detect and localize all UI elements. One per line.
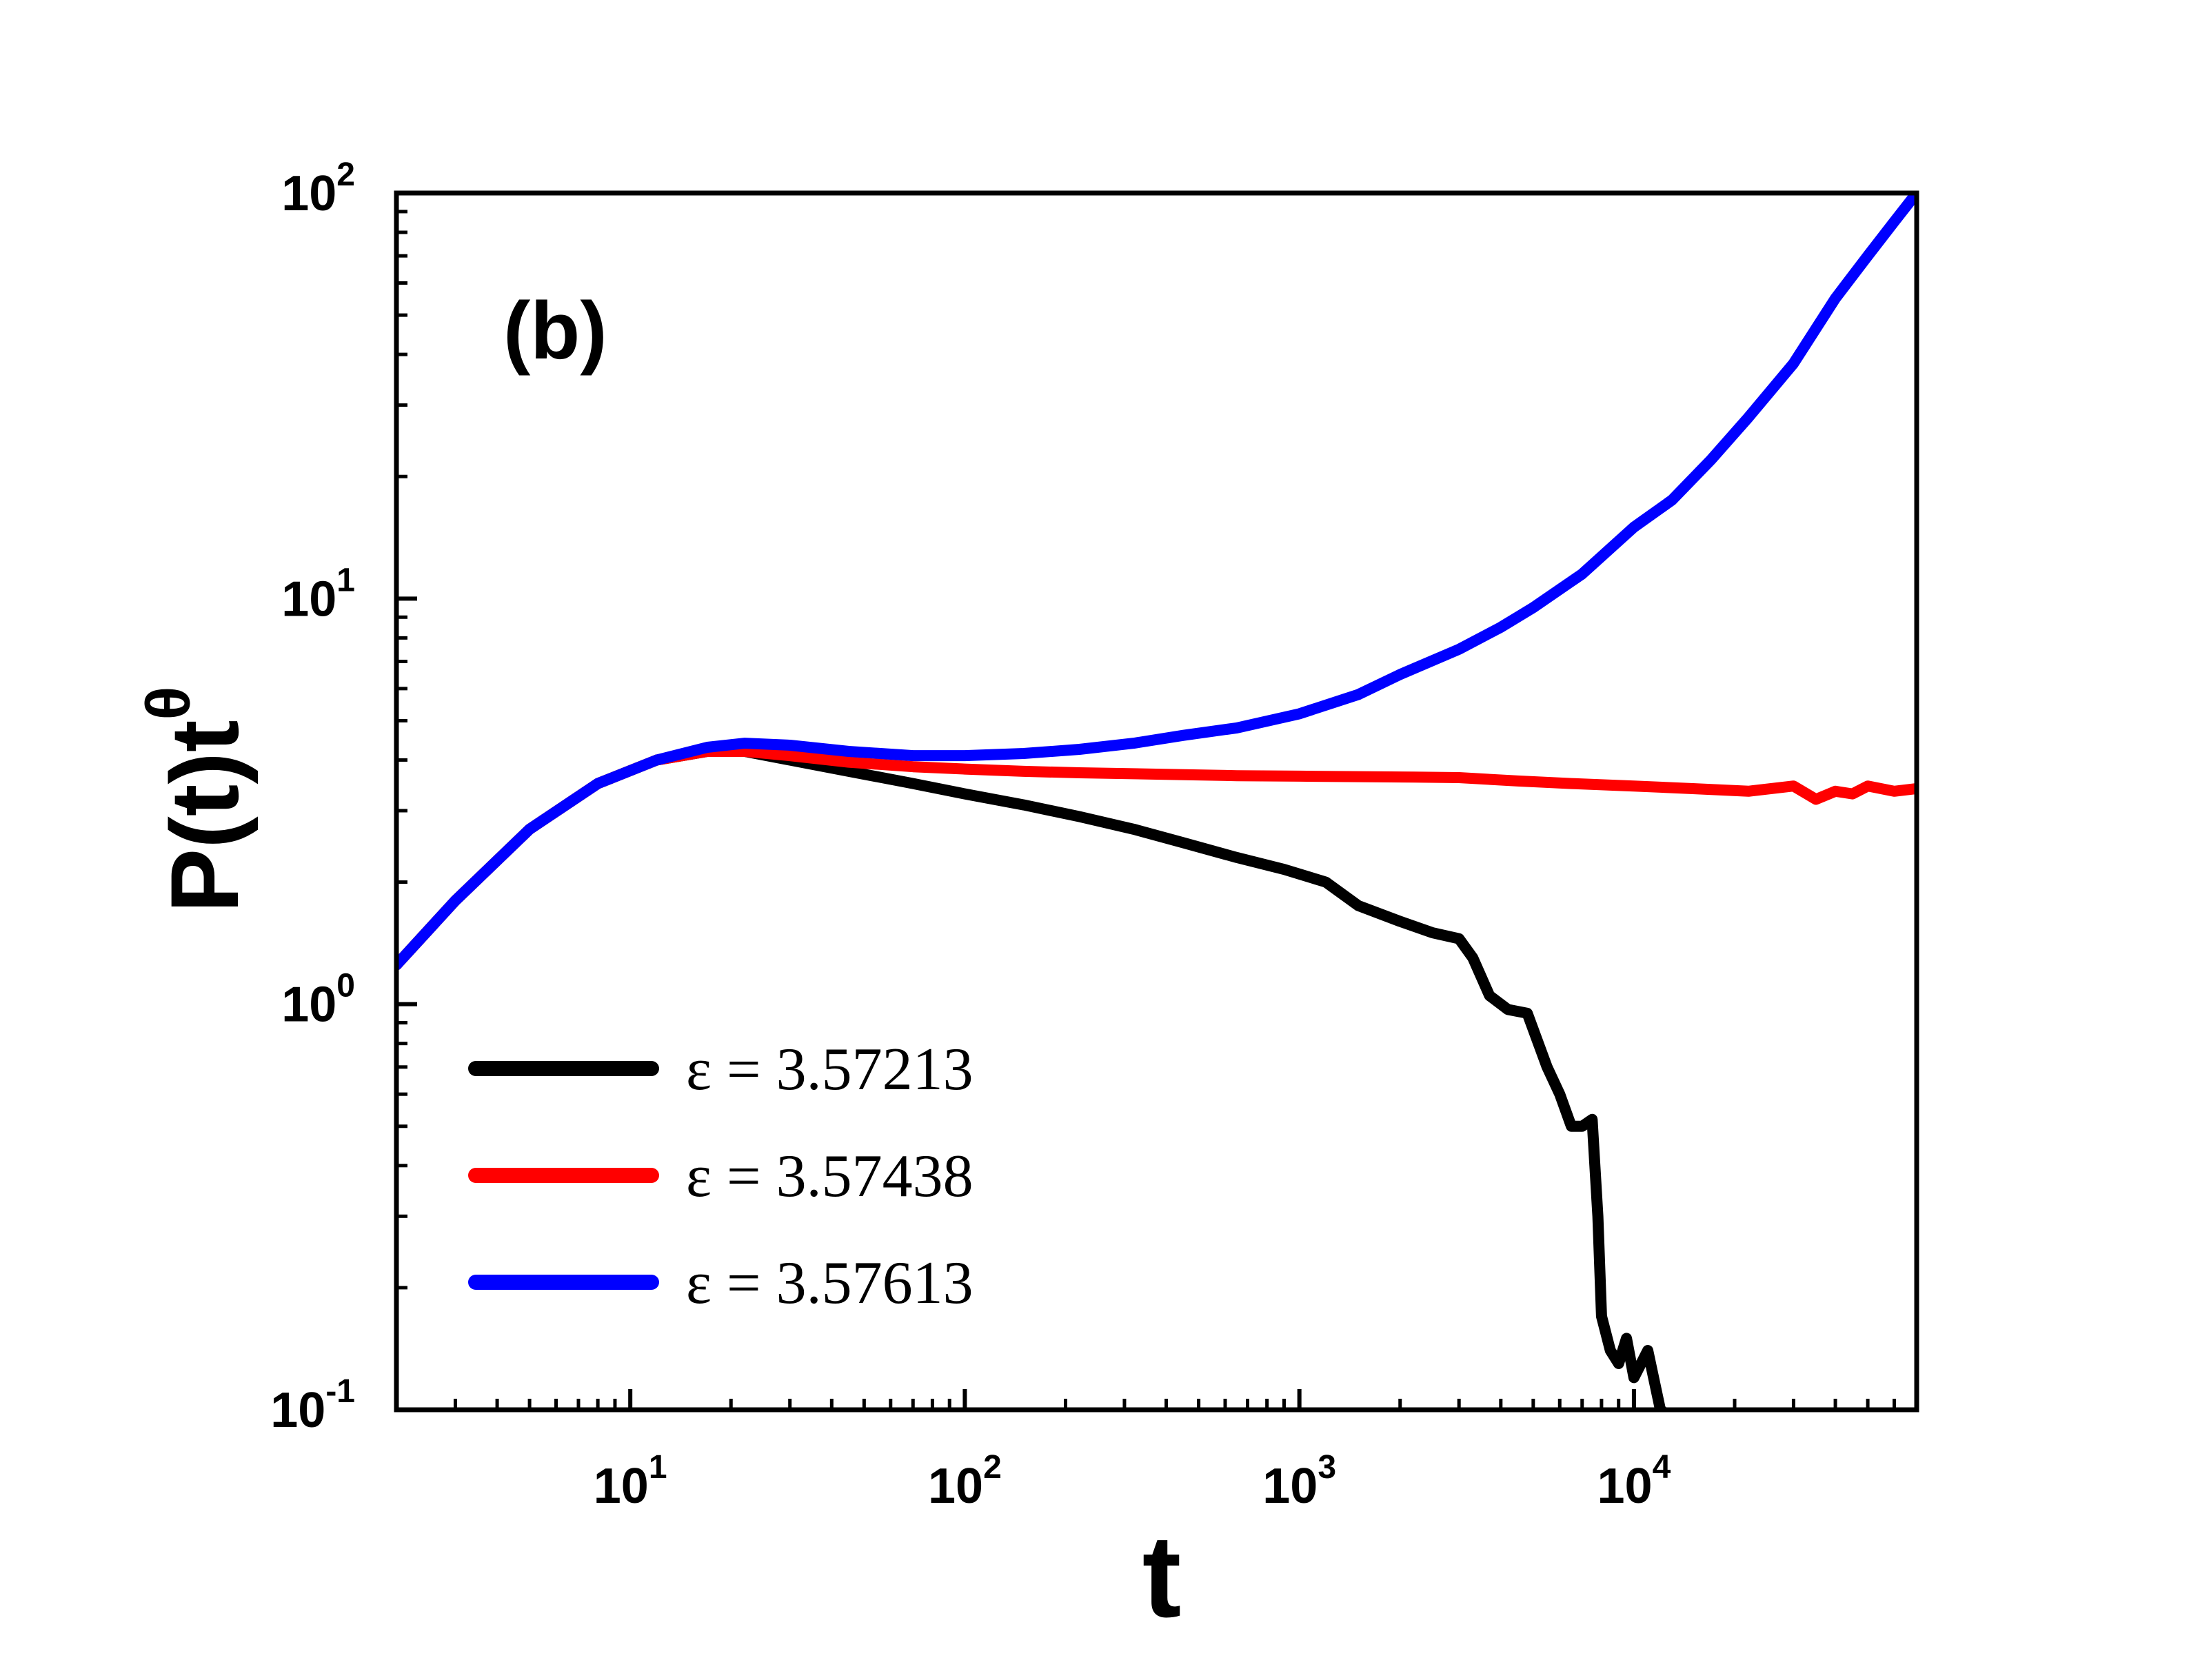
legend-label-1: ε = 3.57213 [686, 1036, 974, 1103]
series-line-3 [396, 193, 1917, 971]
x-tick-label-base: 10 [594, 1459, 649, 1514]
series-line-1 [396, 746, 1670, 1410]
y-tick-label-base: 10 [270, 1383, 325, 1438]
y-tick-label-exponent: 0 [336, 968, 355, 1004]
x-tick-label-base: 10 [928, 1459, 983, 1514]
y-axis-title-base: P(t)t [150, 720, 259, 913]
y-axis-title: P(t)tθ [134, 687, 259, 913]
x-tick-label-1: 101 [594, 1449, 667, 1514]
legend: ε = 3.57213 ε = 3.57438 ε = 3.57613 [468, 1036, 974, 1317]
x-tick-label-4: 104 [1597, 1449, 1671, 1514]
x-tick-label-exponent: 1 [649, 1449, 667, 1486]
legend-label-3: ε = 3.57613 [686, 1250, 974, 1317]
plot-frame [394, 190, 1919, 1413]
legend-label-2: ε = 3.57438 [686, 1143, 974, 1210]
series-line-2 [396, 746, 1917, 971]
series-layer [396, 193, 1917, 1410]
x-tick-label-exponent: 2 [983, 1449, 1002, 1486]
y-tick-label-base: 10 [281, 978, 336, 1033]
y-tick-label-2: 100 [281, 968, 355, 1033]
x-tick-label-base: 10 [1262, 1459, 1318, 1514]
y-tick-label-4: 102 [281, 156, 355, 221]
y-tick-label-exponent: -1 [325, 1373, 355, 1410]
y-axis-title-superscript: θ [134, 687, 203, 720]
y-tick-label-1: 10-1 [270, 1373, 355, 1438]
y-tick-label-base: 10 [281, 166, 336, 221]
x-axis: 101 102 103 104 [453, 1389, 1897, 1514]
y-tick-label-exponent: 2 [336, 156, 355, 193]
x-tick-label-exponent: 4 [1653, 1449, 1671, 1486]
y-tick-label-base: 10 [281, 571, 336, 627]
x-axis-title: t [1142, 1511, 1182, 1642]
y-tick-label-3: 101 [281, 562, 355, 627]
y-tick-label-exponent: 1 [336, 562, 355, 598]
x-tick-label-2: 102 [928, 1449, 1002, 1514]
x-tick-label-3: 103 [1262, 1449, 1336, 1514]
x-tick-label-exponent: 3 [1318, 1449, 1336, 1486]
x-tick-label-base: 10 [1597, 1459, 1653, 1514]
panel-label: (b) [503, 285, 607, 376]
